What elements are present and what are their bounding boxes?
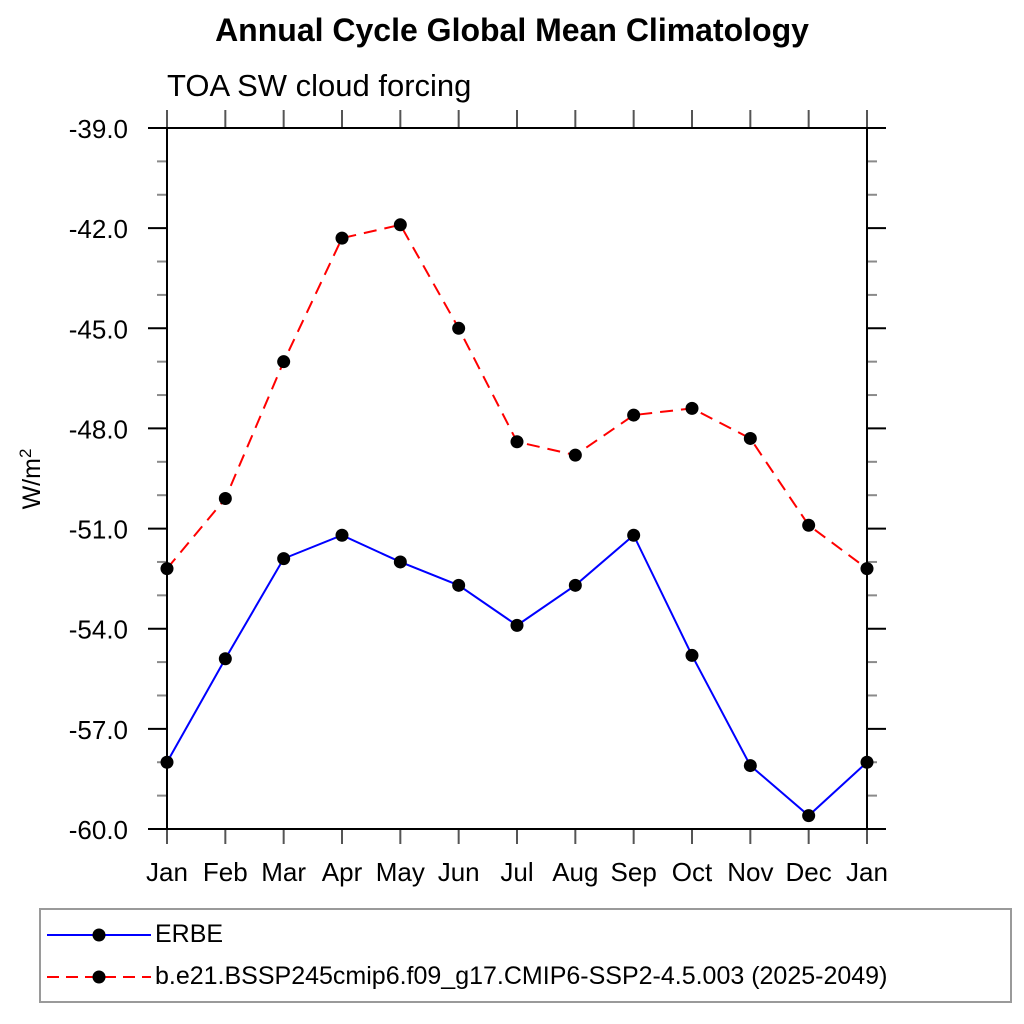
x-tick-label: Dec (786, 857, 832, 887)
x-tick-label: Apr (322, 857, 363, 887)
data-point-marker (627, 408, 641, 422)
data-point-marker (627, 528, 641, 542)
y-tick-label: -60.0 (69, 815, 128, 845)
data-point-marker (802, 809, 816, 823)
legend-label-model: b.e21.BSSP245cmip6.f09_g17.CMIP6-SSP2-4.… (155, 962, 888, 990)
data-point-marker (743, 759, 757, 773)
data-point-marker (335, 528, 349, 542)
x-tick-label: Oct (672, 857, 713, 887)
x-tick-label: May (376, 857, 425, 887)
series-layer (160, 218, 874, 823)
x-tick-label: Feb (203, 857, 248, 887)
data-point-marker (510, 618, 524, 632)
data-point-marker (568, 448, 582, 462)
x-tick-label: Jul (500, 857, 533, 887)
x-tick-label: Nov (727, 857, 773, 887)
data-point-marker (802, 518, 816, 532)
legend-marker (92, 970, 106, 983)
y-tick-label: -45.0 (69, 314, 128, 344)
data-point-marker (393, 555, 407, 569)
data-point-marker (860, 562, 874, 576)
y-tick-label: -54.0 (69, 615, 128, 645)
y-axis-label: W/m2 (16, 449, 46, 510)
chart-area: -39.0 -42.0 -45.0 -48.0 -51.0 -54.0 -57.0 -60.0… (16, 110, 888, 887)
series-line (166, 223, 868, 570)
y-tick-label: -39.0 (69, 114, 128, 144)
data-point-marker (452, 578, 466, 592)
data-point-marker (743, 431, 757, 445)
chart-title: Annual Cycle Global Mean Climatology (215, 12, 809, 48)
data-point-marker (452, 321, 466, 335)
y-axis-unit: W/m2 (16, 449, 46, 510)
y-tick-label: -42.0 (69, 214, 128, 244)
legend-item-model: b.e21.BSSP245cmip6.f09_g17.CMIP6-SSP2-4.… (45, 961, 1010, 993)
x-tick-label: Mar (261, 857, 306, 887)
x-tick-label: Jan (846, 857, 888, 887)
x-tick-label: Jun (438, 857, 480, 887)
y-tick-label: -51.0 (69, 515, 128, 545)
data-point-marker (277, 355, 291, 369)
series-line (166, 533, 868, 817)
data-point-marker (393, 218, 407, 232)
legend-item-erbe: ERBE (45, 919, 1010, 951)
data-point-marker (160, 755, 174, 769)
plot-frame (166, 127, 868, 830)
legend-box: ERBE b.e21.BSSP245cmip6.f09_g17.CMIP6-SS… (39, 908, 1012, 1003)
data-point-marker (685, 401, 699, 415)
data-point-marker (685, 648, 699, 662)
y-tick-label: -57.0 (69, 715, 128, 745)
data-point-marker (568, 578, 582, 592)
x-tick-label: Aug (552, 857, 598, 887)
legend-line-sample-model (47, 970, 151, 983)
data-point-marker (218, 492, 232, 506)
data-point-marker (160, 562, 174, 576)
chart-subtitle: TOA SW cloud forcing (167, 68, 472, 103)
data-point-marker (335, 231, 349, 245)
data-point-marker (218, 652, 232, 666)
y-tick-label: -48.0 (69, 414, 128, 444)
legend-label-erbe: ERBE (155, 920, 224, 948)
chart-axes: -39.0 -42.0 -45.0 -48.0 -51.0 -54.0 -57.0 -60.0… (69, 110, 888, 887)
series-erbe (160, 528, 874, 823)
legend-marker (92, 928, 106, 941)
data-point-marker (510, 435, 524, 449)
data-point-marker (860, 755, 874, 769)
x-tick-label: Jan (146, 857, 188, 887)
series-model (160, 218, 874, 576)
data-point-marker (277, 552, 291, 566)
legend-line-sample-erbe (47, 928, 151, 941)
x-tick-label: Sep (611, 857, 657, 887)
